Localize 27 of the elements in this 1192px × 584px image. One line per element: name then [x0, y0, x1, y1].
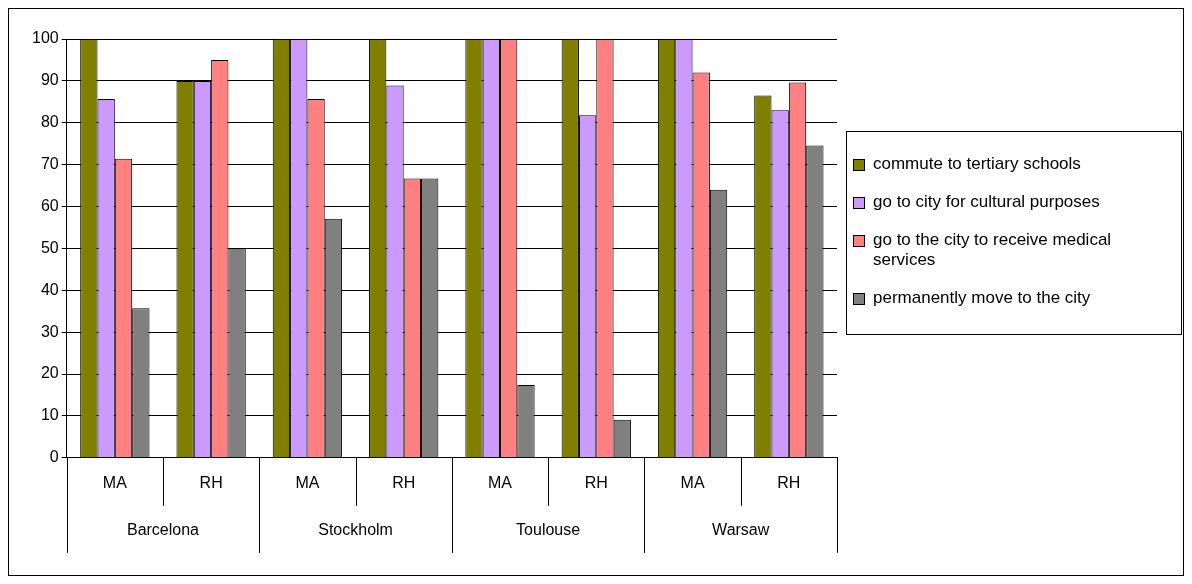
- text: Stockholm: [318, 521, 393, 539]
- y-tick-label: 50: [40, 238, 59, 256]
- y-tick-label: 60: [40, 196, 59, 214]
- x-tick-label: MA: [487, 473, 513, 491]
- x-tick-label: RH: [199, 473, 223, 491]
- y-tick-label: 10: [40, 406, 59, 424]
- x-tick-label: MA: [680, 473, 705, 491]
- text: Warsaw: [712, 521, 770, 539]
- text: Toulouse: [516, 521, 581, 539]
- x-tick-label: RH: [777, 473, 801, 491]
- legend-label: permanently move to the city: [873, 288, 1091, 308]
- legend-label: commute to tertiary schools: [873, 154, 1081, 174]
- x-tick-label: MA: [102, 473, 128, 491]
- y-tick-label: 90: [40, 71, 59, 89]
- x-tick-label: RH: [392, 473, 416, 491]
- text: Barcelona: [126, 521, 200, 539]
- x-tick-label: MA: [295, 473, 320, 491]
- y-tick-label: 0: [49, 448, 59, 466]
- x-tick-label: RH: [584, 473, 608, 491]
- y-tick-label: 100: [31, 29, 59, 47]
- y-tick-label: 80: [40, 113, 59, 131]
- legend-label: go to the city to receive medical services: [873, 230, 1113, 270]
- y-tick-label: 70: [40, 155, 59, 173]
- y-tick-label: 30: [40, 322, 59, 340]
- y-tick-label: 20: [40, 364, 59, 382]
- y-tick-label: 40: [40, 280, 59, 298]
- legend-label: go to city for cultural purposes: [873, 192, 1100, 212]
